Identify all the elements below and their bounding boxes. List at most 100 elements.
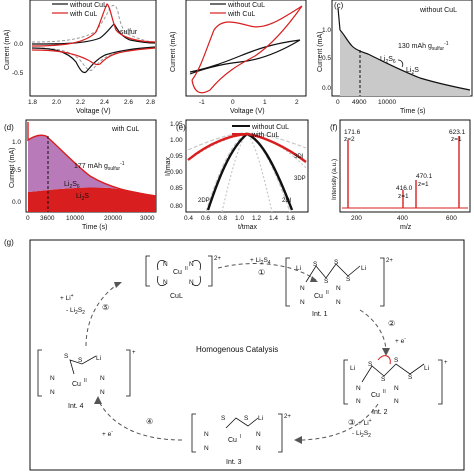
panel-e-ylabel: I/Imax xyxy=(165,156,172,176)
panel-c-xtick-2: 10000 xyxy=(378,99,396,106)
panel-b-without-cul-curve xyxy=(189,39,301,75)
int1-cu: Cu xyxy=(314,293,323,300)
panel-d-li2s6-fill xyxy=(28,135,156,196)
panel-c-xlabel: Time (s) xyxy=(400,108,425,115)
int4-label: Int. 4 xyxy=(68,403,84,410)
int2-s-4: S xyxy=(408,374,413,381)
panel-d: (d) with CuL 177 mAh gsulfur-1 Li2S6 Li2… xyxy=(4,119,157,231)
panel-d-ytick-0: 1.0 xyxy=(12,139,21,146)
step-5-reagent-a: + Li+ xyxy=(60,293,74,302)
int4-n-1: N xyxy=(50,375,55,382)
int1-n-2: N xyxy=(336,285,341,292)
int4-n-2: N xyxy=(100,375,105,382)
panel-e-model-label-2dp: 2DP xyxy=(198,198,210,204)
panel-f-xtick-1: 400 xyxy=(397,215,408,222)
int2-ox: II xyxy=(383,389,386,395)
panel-c-arrow xyxy=(397,59,404,68)
panel-b-with-cul-curve xyxy=(191,5,303,94)
int3-s-1: S xyxy=(221,415,226,422)
panel-g-frame xyxy=(29,239,465,471)
panel-e-xtick-5: 1.4 xyxy=(269,215,278,222)
panel-d-ylabel: Current (mA) xyxy=(9,148,16,188)
panel-d-species-2: Li2S xyxy=(76,193,89,202)
int1-n-3: N xyxy=(300,299,305,306)
step-3: ③ xyxy=(348,418,355,427)
int1-label: Int. 1 xyxy=(312,311,328,318)
panel-d-capacity: 177 mAh gsulfur-1 xyxy=(74,161,125,172)
panel-d-curve xyxy=(27,122,157,197)
panel-e-ytick-3: 0.90 xyxy=(170,169,183,176)
panel-e-legend-with: with CuL xyxy=(251,132,279,139)
int1-s-3: S xyxy=(334,259,339,266)
step-4-reagent: + e- xyxy=(102,429,113,438)
panel-e-xtick-2: 0.8 xyxy=(218,215,227,222)
cycle-arrow-2 xyxy=(359,309,387,353)
panel-e-with-cul-curve xyxy=(187,132,307,163)
int1-charge: 2+ xyxy=(386,258,393,264)
panel-e-model-label-3dp: 3DP xyxy=(294,176,306,182)
cul-n-2: N xyxy=(189,261,194,268)
panel-a-xtick-5: 2.8 xyxy=(146,99,155,106)
panel-a-xtick-2: 2.2 xyxy=(76,99,85,106)
panel-a-frame xyxy=(29,0,157,97)
int4-li: Li xyxy=(96,355,101,362)
int2-n-2: N xyxy=(394,385,399,392)
panel-c-title: without CuL xyxy=(419,7,457,14)
panel-d-li2s-fill xyxy=(28,187,156,212)
panel-d-xtick-2: 10000 xyxy=(66,215,84,222)
int1-s-4: S xyxy=(346,276,351,283)
panel-d-xtick-4: 3000 xyxy=(140,215,155,222)
complex-int3: S S Li N N N N Cu I 2+ Int. 3 xyxy=(191,413,291,466)
panel-f-peak-1-z: z=2 xyxy=(344,136,355,143)
panel-c: (c) without CuL 130 mAh gsulfur-1 Li2S6 … xyxy=(317,0,473,115)
int2-cu: Cu xyxy=(371,392,380,399)
panel-c-ytick-0: 1.0 xyxy=(322,27,331,34)
panel-e-xtick-6: 1.6 xyxy=(286,215,295,222)
panel-b-xtick-2: 1 xyxy=(263,99,267,106)
panel-d-xtick-0: 0 xyxy=(26,215,30,222)
complex-int1: Li S S S S Li N N N N Cu II 2+ Int. 1 xyxy=(285,257,393,318)
int2-li-1: Li xyxy=(350,365,355,372)
int1-n-1: N xyxy=(300,285,305,292)
panel-b-frame xyxy=(185,0,307,97)
panel-e-model-2dp xyxy=(221,133,273,213)
panel-f-peak-4-z: z=1 xyxy=(451,136,462,143)
panel-d-xlabel: Time (s) xyxy=(82,224,107,231)
panel-c-xtick-1: 4900 xyxy=(352,99,367,106)
panel-e-tag: (e) xyxy=(176,123,186,132)
int3-n-4: N xyxy=(256,445,261,452)
panel-b-legend-without: without CuL xyxy=(227,2,265,9)
panel-e-frame xyxy=(185,119,309,213)
panel-f-xtick-0: 200 xyxy=(351,215,362,222)
cul-cu: Cu xyxy=(173,269,182,276)
panel-b-legend-with: with CuL xyxy=(227,11,255,18)
step-3-reagent-a: + Li+ xyxy=(358,418,372,427)
int4-n-4: N xyxy=(100,389,105,396)
panel-e-ytick-2: 0.95 xyxy=(170,153,183,160)
step-1-reagent: + Li2S4 xyxy=(250,257,271,266)
int1-s-2: S xyxy=(324,278,329,285)
panel-e-xlabel: t/tmax xyxy=(238,224,258,231)
int4-n-3: N xyxy=(50,389,55,396)
step-3-reagent-b: - Li2S2 xyxy=(352,430,371,439)
step-2-reagent: + e- xyxy=(395,336,406,345)
panel-f-peak-1-mz: 171.6 xyxy=(344,129,361,136)
panel-c-ytick-1: 0.5 xyxy=(322,55,331,62)
panel-e-ytick-4: 0.85 xyxy=(170,185,183,192)
panel-d-title: with CuL xyxy=(111,126,139,133)
int1-s-1: S xyxy=(313,261,318,268)
int3-n-3: N xyxy=(204,445,209,452)
panel-c-capacity: 130 mAh gsulfur-1 xyxy=(398,41,449,52)
panel-c-xtick-0: 0 xyxy=(336,99,340,106)
int3-cu: Cu xyxy=(228,437,237,444)
step-5: ⑤ xyxy=(102,303,109,312)
cul-n-3: N xyxy=(163,279,168,286)
panel-f-xtick-2: 600 xyxy=(446,215,457,222)
panel-f-peak-2-mz: 416.0 xyxy=(396,185,413,192)
int4-s-1: S xyxy=(64,353,69,360)
int2-s-1: S xyxy=(368,361,373,368)
panel-f-peak-4-mz: 623.1 xyxy=(449,129,466,136)
int3-n-1: N xyxy=(204,431,209,438)
int4-charge: + xyxy=(132,350,136,356)
cul-n-1: N xyxy=(163,261,168,268)
